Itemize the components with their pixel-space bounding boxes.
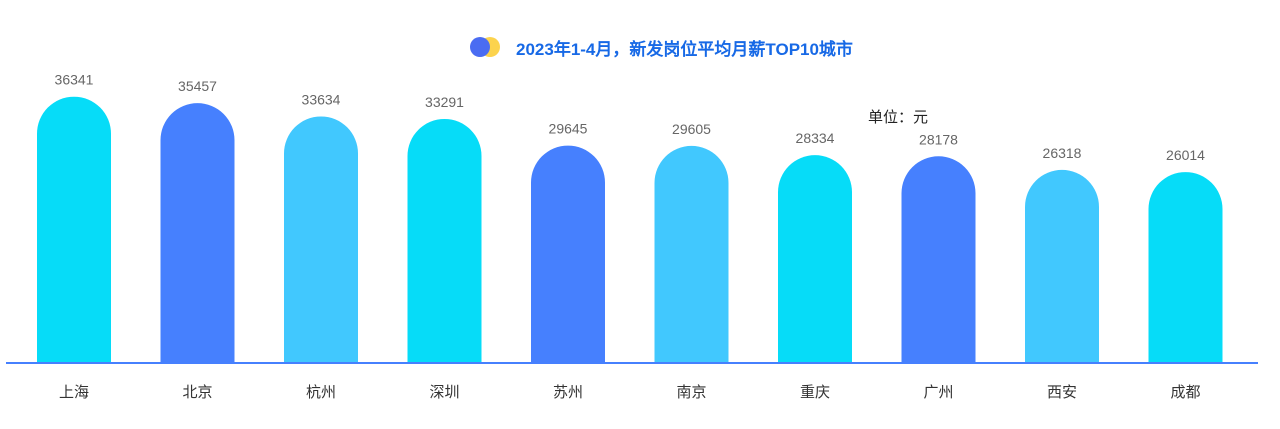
bar-南京 (654, 145, 729, 362)
bar-上海 (37, 96, 111, 363)
value-label: 29645 (549, 121, 588, 137)
value-label: 28334 (796, 130, 835, 146)
bar-苏州 (531, 145, 605, 362)
chart-title: 2023年1-4月，新发岗位平均月薪TOP10城市 (516, 39, 853, 59)
category-label: 深圳 (429, 384, 459, 401)
category-label: 重庆 (800, 384, 830, 401)
value-label: 29605 (672, 121, 711, 137)
bar-广州 (901, 156, 976, 362)
bar-成都 (1148, 172, 1223, 362)
category-label: 成都 (1170, 384, 1200, 401)
bar-西安 (1025, 169, 1099, 362)
chart-logo-icon (470, 36, 502, 58)
bar-重庆 (778, 155, 852, 362)
value-label: 35457 (178, 78, 217, 94)
category-label: 广州 (923, 384, 953, 401)
category-label: 苏州 (553, 384, 583, 401)
bar-北京 (160, 103, 235, 362)
value-label: 33634 (302, 91, 341, 107)
value-label: 33291 (425, 94, 464, 110)
logo-blue-dot (470, 37, 490, 57)
unit-label: 单位：元 (868, 109, 929, 126)
value-label: 36341 (55, 72, 94, 88)
bar-杭州 (284, 116, 358, 363)
bar-深圳 (407, 118, 482, 362)
chart-header: 2023年1-4月，新发岗位平均月薪TOP10城市 (470, 34, 853, 60)
category-label: 南京 (676, 384, 706, 401)
value-label: 26318 (1043, 145, 1082, 161)
category-label: 西安 (1047, 384, 1077, 401)
category-label: 杭州 (306, 384, 336, 401)
category-label: 北京 (182, 384, 212, 401)
category-label: 上海 (59, 384, 89, 401)
value-label: 28178 (919, 131, 958, 147)
value-label: 26014 (1166, 147, 1205, 163)
